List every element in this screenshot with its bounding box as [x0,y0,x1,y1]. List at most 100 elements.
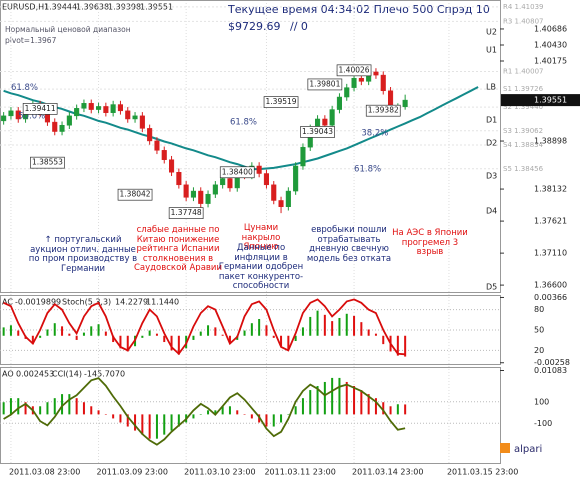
histogram-bar [141,414,144,435]
candle-body [169,159,175,173]
histogram-bar [75,335,78,340]
candle-body [81,103,87,109]
price-box [365,104,401,117]
y2-tick-label: -0.00258 [534,358,570,367]
candle-body [154,140,160,151]
candle-body [293,165,299,192]
candle-body [52,121,58,132]
histogram-bar [331,321,334,336]
candle-body [125,110,131,120]
histogram-bar [163,335,166,343]
histogram-bar [396,335,399,356]
histogram-bar [389,406,392,415]
y-tick-label: 1.38898 [534,137,567,146]
histogram-bar [163,414,166,435]
channel-level: D4 [486,207,497,216]
x-tick-label: 2011.03.09 23:00 [97,468,168,477]
histogram-bar [221,406,224,415]
candle-body [96,106,102,110]
candle-body [263,173,269,186]
channel-level: U1 [486,46,497,55]
histogram-bar [207,410,210,415]
histogram-bar [338,377,341,415]
histogram-bar [97,410,100,415]
price-box-label: 1.37748 [171,208,202,217]
histogram-bar [316,310,319,336]
pivot-label: S1 1.39726 [503,85,544,93]
pivot-label: R4 1.41039 [503,3,544,11]
histogram-bar [338,317,341,336]
histogram-bar [82,332,85,336]
histogram-bar [323,381,326,415]
histogram-bar [119,335,122,349]
price-box [22,103,58,115]
histogram-bar [82,402,85,415]
histogram-bar [104,331,107,336]
histogram-bar [192,335,195,340]
y-tick-label: 80 [534,305,544,314]
candle-body [110,104,116,113]
price-box-label: 1.40026 [339,65,370,74]
histogram-bar [360,390,363,415]
histogram-bar [61,394,64,415]
x-tick-label: 2011.03.15 23:00 [447,468,518,477]
histogram-bar [199,414,202,415]
current-price-box [501,94,580,107]
histogram-bar [374,398,377,415]
candle-body [161,150,167,160]
histogram-bar [309,390,312,415]
moving-average [3,86,479,171]
histogram-bar [17,330,20,336]
channel-level: D3 [486,172,497,181]
histogram-bar [104,414,107,415]
y-tick-label: 1.40175 [534,56,567,65]
y-tick-label: 1.38132 [534,185,567,194]
candle-body [74,108,80,117]
histogram-bar [360,322,363,336]
y-tick-label: 1.36600 [534,281,567,290]
y-tick-label: 100 [534,397,549,406]
note: Данные по инфляции в Германии одобрен па… [218,243,304,291]
histogram-bar [68,333,71,336]
candle-body [59,124,65,132]
ao-name: AO [2,370,14,379]
fib-label: 61.8% [230,118,257,128]
candle-body [300,146,306,167]
candle-body [117,104,124,112]
ao-value: 0.002453 [16,370,54,379]
histogram-bar [221,334,224,336]
candle-body [15,110,21,120]
y-tick-label: 1.37110 [534,249,567,258]
histogram-bar [265,414,268,427]
stoch-signal: 11.1440 [146,298,179,307]
histogram-bar [39,335,42,338]
candle-body [278,200,284,207]
histogram-bar [75,398,78,415]
histogram-bar [39,406,42,415]
y-tick-label: 1.40686 [534,24,567,33]
channel-level: U2 [486,27,497,36]
histogram-bar [53,323,56,336]
main-panel [0,0,501,293]
candle-body [132,115,138,120]
x-tick-label: 2011.03.10 23:00 [184,468,255,477]
candle-body [344,87,350,98]
ac-value: -0.0019899 [15,298,61,307]
histogram-bar [53,398,56,415]
price-box-label: 1.38042 [120,190,151,199]
y-tick-label: 1.40430 [534,41,567,50]
candle-body [183,184,189,198]
histogram-bar [294,335,297,341]
histogram-bar [112,335,115,343]
price-box [219,166,255,179]
pivot-label: R1 1.40007 [503,68,544,76]
current-price: 1.39551 [534,96,567,105]
y-tick-label: 1.37621 [534,217,567,226]
histogram-bar [214,410,217,415]
stoch-value: 14.2279 [115,298,148,307]
histogram-bar [323,314,326,336]
histogram-bar [243,414,246,415]
price-box-label: 1.38553 [32,158,63,167]
histogram-bar [90,326,93,336]
